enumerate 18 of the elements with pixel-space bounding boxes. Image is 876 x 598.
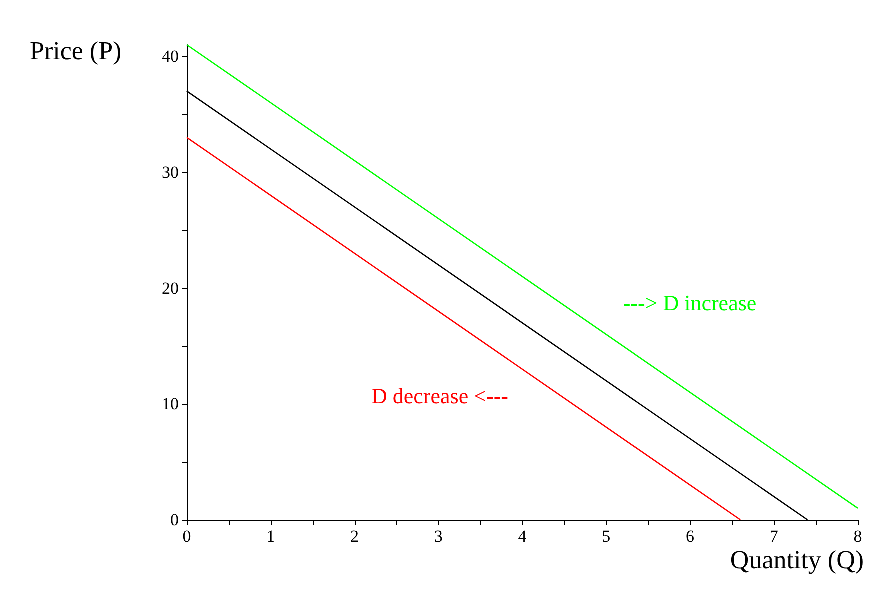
annotation: ---> D increase [623, 290, 757, 316]
y-tick-label: 10 [162, 394, 179, 414]
y-tick-label: 0 [170, 510, 179, 530]
x-tick-label: 1 [266, 527, 276, 546]
x-tick-label: 8 [854, 527, 862, 546]
annotation: D decrease <--- [372, 384, 508, 408]
y-axis-title: Price (P) [30, 36, 122, 66]
x-axis-title: Quantity (Q) [730, 546, 864, 574]
y-tick-label: 20 [162, 278, 179, 298]
x-tick-label: 2 [350, 527, 359, 546]
y-tick-label: 40 [162, 47, 179, 66]
y-tick-label: 30 [162, 162, 179, 182]
x-tick-label: 4 [518, 527, 528, 546]
x-tick-label: 3 [434, 527, 443, 546]
x-tick-label: 5 [602, 527, 611, 546]
x-tick-label: 0 [182, 527, 192, 546]
x-tick-label: 7 [770, 527, 779, 546]
x-tick-label: 6 [686, 527, 694, 546]
